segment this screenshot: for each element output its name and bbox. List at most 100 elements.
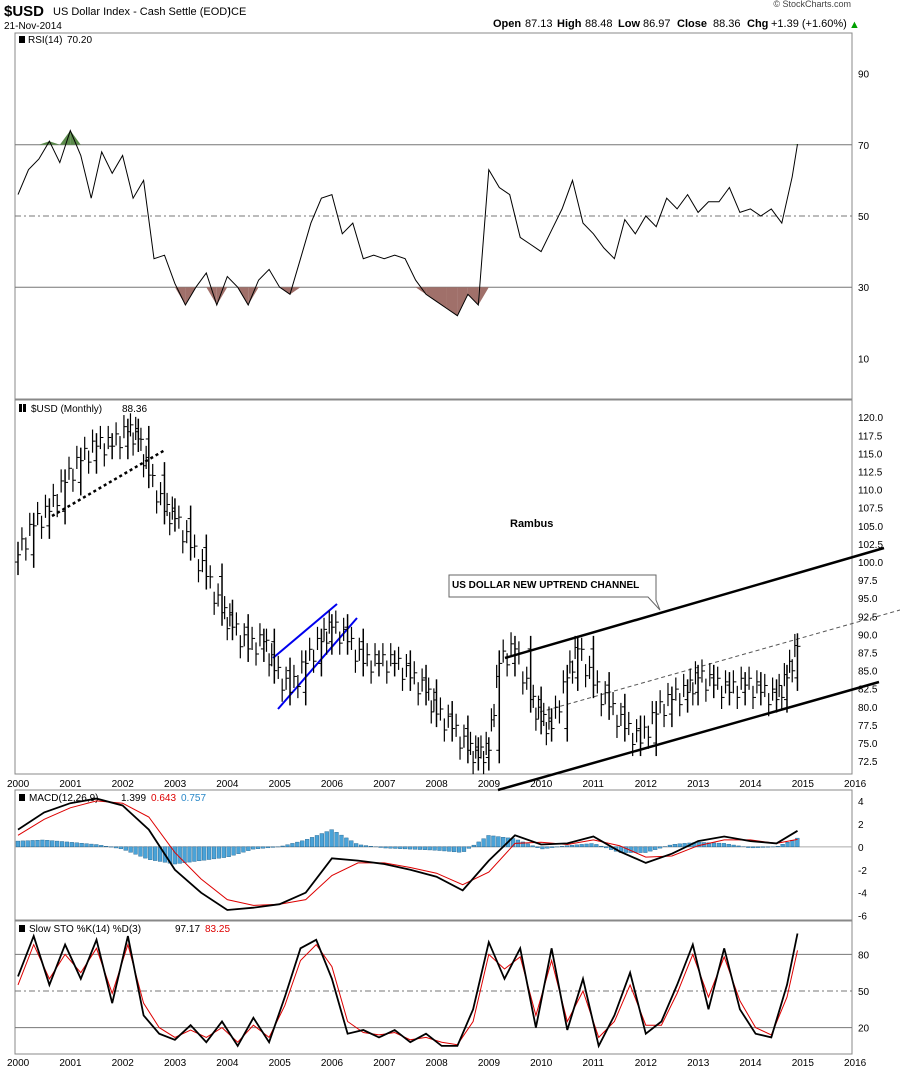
- price-tick-label: 105.0: [858, 522, 883, 533]
- price-tick-label: 92.5: [858, 612, 878, 623]
- rsi-oversold-fill: [416, 287, 426, 294]
- sto-k-line: [18, 934, 798, 1046]
- macd-hist-bar: [45, 840, 49, 847]
- x-year-label: 2007: [373, 1058, 396, 1069]
- macd-hist-bar: [26, 841, 30, 847]
- macd-hist-bar: [212, 847, 216, 859]
- macd-hist-bar: [447, 847, 451, 852]
- macd-hist-bar: [531, 846, 535, 847]
- up-arrow-icon: ▲: [849, 19, 860, 31]
- macd-hist-bar: [295, 842, 299, 847]
- price-legend: $USD (Monthly) 88.36: [19, 404, 147, 415]
- price-tick-label: 115.0: [858, 449, 883, 460]
- x-year-label: 2016: [844, 779, 867, 790]
- macd-hist-bar: [364, 846, 368, 847]
- price-panel: [15, 400, 852, 774]
- macd-hist-bar: [389, 847, 393, 848]
- high-value: 88.48: [585, 18, 613, 30]
- macd-hist-bar: [428, 847, 432, 850]
- macd-hist-bar: [487, 835, 491, 846]
- macd-hist-bar: [462, 847, 466, 852]
- macd-hist-bar: [55, 841, 59, 847]
- x-year-label: 2000: [7, 1058, 30, 1069]
- exchange: ICE: [228, 6, 246, 18]
- macd-hist-bar: [16, 841, 20, 847]
- x-year-label: 2001: [59, 1058, 82, 1069]
- macd-hist-bar: [727, 844, 731, 847]
- instrument-name: US Dollar Index - Cash Settle (EOD): [53, 6, 231, 18]
- x-year-label: 2006: [321, 1058, 344, 1069]
- macd-hist-bar: [114, 847, 118, 848]
- price-tick-label: 77.5: [858, 721, 878, 732]
- macd-hist-bar: [237, 847, 241, 854]
- x-year-label: 2006: [321, 779, 344, 790]
- sto-k-value: 97.17: [175, 924, 200, 935]
- x-year-label: 2008: [426, 779, 449, 790]
- macd-hist-bar: [496, 837, 500, 847]
- macd-hist-bar: [737, 846, 741, 847]
- macd-hist-bar: [643, 847, 647, 853]
- macd-hist-bar: [732, 845, 736, 847]
- x-year-label: 2014: [739, 1058, 762, 1069]
- macd-hist-bar: [344, 838, 348, 847]
- macd-hist-bar: [791, 840, 795, 847]
- macd-hist-bar: [658, 847, 662, 848]
- macd-hist-bar: [335, 832, 339, 846]
- macd-tick-label: 0: [858, 843, 864, 854]
- channel-callout: US DOLLAR NEW UPTREND CHANNEL: [449, 575, 660, 610]
- macd-hist-bar: [673, 844, 677, 847]
- macd-hist-bar: [291, 843, 295, 846]
- price-value: 88.36: [122, 404, 147, 415]
- macd-hist-bar: [359, 845, 363, 847]
- callout-text: US DOLLAR NEW UPTREND CHANNEL: [452, 580, 639, 591]
- macd-hist-bar: [60, 842, 64, 847]
- macd-hist-bar: [315, 835, 319, 846]
- x-year-label: 2012: [635, 1058, 658, 1069]
- rsi-label: RSI(14): [28, 35, 62, 46]
- macd-hist-bar: [408, 847, 412, 849]
- macd-hist-bar: [712, 843, 716, 847]
- macd-tick-label: -6: [858, 912, 867, 923]
- macd-hist-bar: [65, 842, 69, 847]
- macd-hist-bar: [246, 847, 250, 851]
- price-label: $USD (Monthly): [31, 404, 102, 415]
- macd-hist-bar: [197, 847, 201, 861]
- macd-hist-bar: [192, 847, 196, 862]
- macd-hist-bar: [550, 847, 554, 848]
- macd-hist-bar: [565, 846, 569, 847]
- rsi-tick-label: 50: [858, 212, 870, 223]
- macd-hist-bar: [594, 844, 598, 846]
- macd-label: MACD(12,26,9): [29, 793, 98, 804]
- price-tick-label: 82.5: [858, 685, 878, 696]
- macd-tick-label: 2: [858, 820, 864, 831]
- macd-hist-bar: [119, 847, 123, 849]
- macd-hist-bar: [482, 839, 486, 847]
- macd-hist-bar: [232, 847, 236, 855]
- rsi-series: [18, 131, 798, 316]
- macd-tick-label: -2: [858, 866, 867, 877]
- macd-hist-bar: [41, 840, 45, 847]
- rsi-overbought-fill: [60, 131, 70, 145]
- x-year-label: 2010: [530, 1058, 553, 1069]
- macd-hist-bar: [442, 847, 446, 851]
- macd-hist-bar: [70, 842, 74, 846]
- sto-series: [18, 934, 798, 1046]
- x-year-label: 2002: [112, 1058, 135, 1069]
- macd-hist-bar: [570, 845, 574, 847]
- macd-hist-bar: [472, 845, 476, 847]
- x-year-label: 2008: [426, 1058, 449, 1069]
- macd-hist-bar: [104, 846, 108, 847]
- x-year-label: 2013: [687, 1058, 710, 1069]
- macd-hist-bar: [75, 843, 79, 847]
- x-year-label: 2001: [59, 779, 82, 790]
- macd-hist-bar: [222, 847, 226, 858]
- high-label: High: [557, 18, 582, 30]
- price-tick-label: 85.0: [858, 667, 878, 678]
- x-year-label: 2003: [164, 779, 187, 790]
- macd-hist-bar: [418, 847, 422, 850]
- macd-hist-bar: [717, 843, 721, 847]
- macd-hist-bar: [722, 843, 726, 846]
- macd-hist-bar: [545, 847, 549, 848]
- price-tick-label: 75.0: [858, 739, 878, 750]
